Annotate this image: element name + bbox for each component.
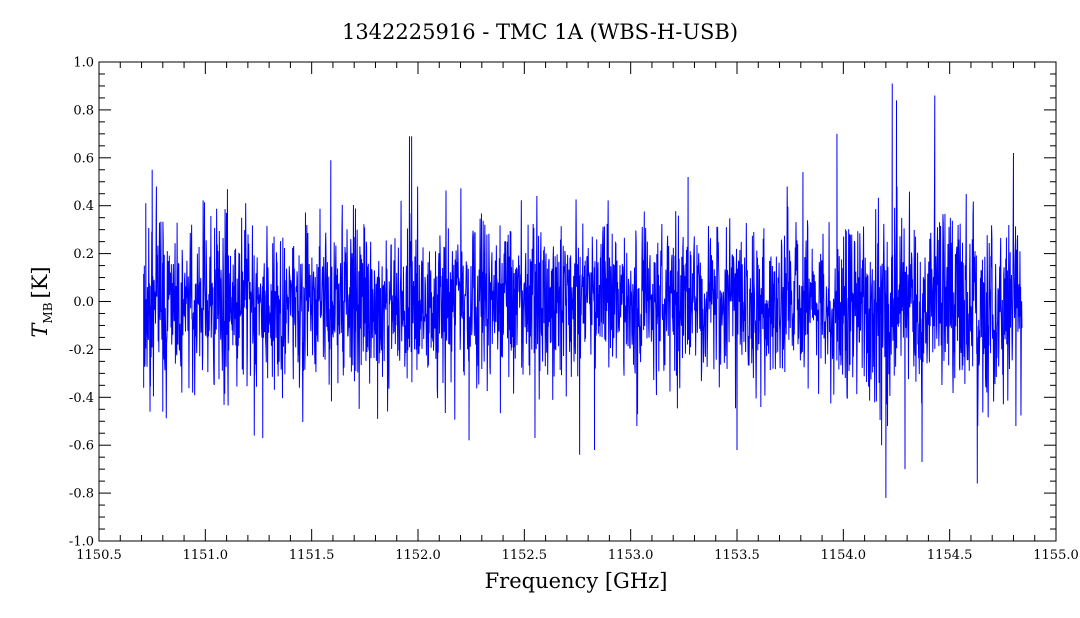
x-tick-label: 1154.0 bbox=[821, 548, 867, 563]
svg-text:TMB[K]: TMB [K] bbox=[28, 266, 55, 337]
y-tick-label: -0.2 bbox=[69, 343, 94, 358]
y-tick-label: -0.8 bbox=[69, 487, 94, 502]
y-tick-label: -0.6 bbox=[69, 439, 94, 454]
y-tick-label: 0.8 bbox=[73, 103, 94, 118]
x-tick-label: 1151.0 bbox=[183, 548, 229, 563]
x-tick-label: 1152.0 bbox=[395, 548, 441, 563]
y-axis-label-unit: [K] bbox=[28, 266, 52, 298]
y-tick-label: -0.4 bbox=[69, 391, 94, 406]
x-tick-label: 1153.0 bbox=[608, 548, 654, 563]
x-tick-label: 1151.5 bbox=[289, 548, 335, 563]
x-axis-label: Frequency [GHz] bbox=[485, 569, 668, 593]
y-tick-label: 1.0 bbox=[73, 56, 94, 71]
x-tick-label: 1155.0 bbox=[1033, 548, 1079, 563]
y-tick-label: 0.2 bbox=[73, 247, 94, 262]
chart-title: 1342225916 - TMC 1A (WBS-H-USB) bbox=[342, 20, 738, 44]
x-tick-label: 1152.5 bbox=[502, 548, 548, 563]
y-tick-label: 0.4 bbox=[73, 199, 94, 214]
x-tick-label: 1154.5 bbox=[927, 548, 973, 563]
y-axis-label-symbol: T bbox=[28, 322, 52, 338]
y-tick-label: 0.0 bbox=[73, 295, 94, 310]
y-tick-label: 0.6 bbox=[73, 151, 94, 166]
y-axis-label-subscript: MB bbox=[41, 302, 55, 323]
x-tick-label: 1153.5 bbox=[714, 548, 760, 563]
x-tick-label: 1150.5 bbox=[76, 548, 122, 563]
axes: 1150.5 1151.0 1151.5 1152.0 1152.5 1153.0 1153… bbox=[69, 56, 1079, 564]
y-tick-label: -1.0 bbox=[69, 535, 94, 550]
spectrum-line bbox=[143, 83, 1023, 498]
spectrum-series bbox=[143, 83, 1023, 498]
y-axis-label: TMB [K] bbox=[28, 266, 55, 337]
